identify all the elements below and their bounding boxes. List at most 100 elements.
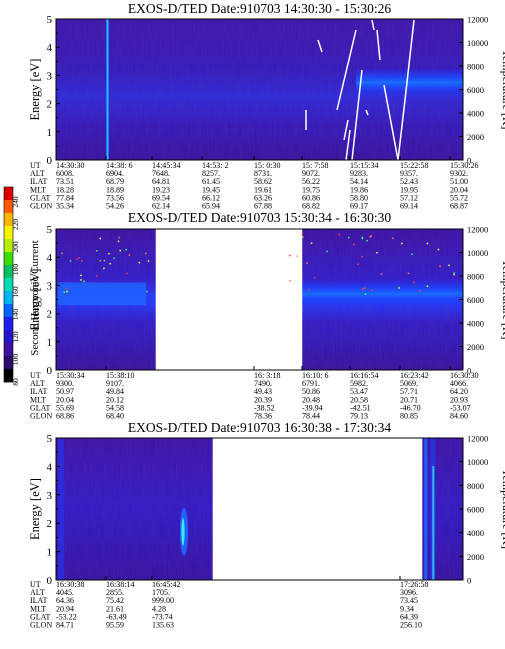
table-cell: 14:30:30 bbox=[56, 161, 84, 170]
y-axis-label: Energy [eV] bbox=[28, 269, 42, 331]
y2-axis-label: Temperature [K] bbox=[500, 469, 505, 549]
sparse-point bbox=[352, 243, 355, 246]
data-gap bbox=[155, 229, 303, 371]
colorbar-swatch bbox=[4, 317, 13, 331]
table-cell: 58.80 bbox=[350, 193, 368, 202]
table-cell: 57.71 bbox=[400, 387, 418, 396]
table-cell: -46.70 bbox=[400, 403, 421, 412]
y2-tick-label: 0 bbox=[467, 366, 471, 376]
sparse-point bbox=[80, 279, 82, 281]
sparse-point bbox=[426, 242, 429, 245]
table-cell: 16:30:30 bbox=[450, 371, 478, 380]
table-cell: 35.34 bbox=[56, 202, 74, 211]
sparse-point bbox=[370, 235, 373, 237]
y-tick-label: 0 bbox=[47, 575, 53, 587]
y-tick-label: 3 bbox=[47, 490, 53, 502]
table-cell: 9302. bbox=[450, 169, 468, 178]
sparse-point bbox=[109, 262, 111, 265]
sparse-point bbox=[439, 265, 441, 268]
colorbar-swatch bbox=[4, 356, 13, 370]
row-label: GLAT bbox=[30, 403, 51, 412]
table-cell: 73.51 bbox=[56, 177, 74, 186]
sparse-point bbox=[407, 272, 410, 275]
table-cell: 56.22 bbox=[302, 177, 320, 186]
sparse-point bbox=[80, 274, 82, 277]
table-cell: 15:15:34 bbox=[350, 161, 378, 170]
burst-core bbox=[181, 517, 185, 546]
row-label: GLON bbox=[30, 202, 52, 211]
table-cell: 15:38:10 bbox=[106, 371, 134, 380]
spectrogram-panel-1: EXOS-D/TED Date:910703 14:30:30 - 15:30:… bbox=[28, 1, 505, 211]
table-cell: 5069. bbox=[400, 379, 418, 388]
y-tick-label: 1 bbox=[47, 127, 53, 139]
sparse-point bbox=[338, 233, 341, 236]
table-cell: 20.94 bbox=[56, 604, 74, 613]
y-tick-label: 0 bbox=[47, 155, 53, 167]
table-cell: 20.58 bbox=[350, 395, 368, 404]
sparse-point bbox=[99, 259, 102, 262]
row-label: ILAT bbox=[30, 177, 47, 186]
table-cell: 4045. bbox=[56, 588, 74, 597]
table-cell: 68.82 bbox=[302, 202, 320, 211]
y2-tick-label: 12000 bbox=[467, 225, 488, 235]
table-cell: 68.86 bbox=[56, 412, 74, 421]
y2-tick-label: 6000 bbox=[467, 505, 484, 515]
table-cell: 63.26 bbox=[254, 193, 272, 202]
sparse-point bbox=[453, 273, 455, 276]
table-cell: 58.62 bbox=[254, 177, 272, 186]
sparse-point bbox=[146, 290, 148, 293]
table-cell: 50.86 bbox=[302, 387, 320, 396]
y-tick-label: 0 bbox=[47, 365, 53, 377]
table-cell: 18.28 bbox=[56, 185, 74, 194]
table-cell: 16:10: 6 bbox=[302, 371, 328, 380]
table-cell: -53.07 bbox=[450, 403, 471, 412]
temperature-trace bbox=[365, 109, 369, 116]
y-tick-label: 1 bbox=[47, 547, 53, 559]
sparse-point bbox=[61, 252, 63, 255]
panel-title: EXOS-D/TED Date:910703 14:30:30 - 15:30:… bbox=[128, 1, 391, 16]
row-label: ALT bbox=[30, 588, 45, 597]
y-tick-label: 4 bbox=[47, 42, 53, 54]
table-cell: 68.79 bbox=[106, 177, 124, 186]
colorbar-swatch bbox=[4, 200, 13, 214]
energy-band bbox=[356, 66, 463, 98]
table-cell: 19.75 bbox=[302, 185, 320, 194]
table-cell: 55.69 bbox=[56, 403, 74, 412]
sparse-point bbox=[128, 254, 131, 256]
row-label: GLON bbox=[30, 412, 52, 421]
table-cell: 50.97 bbox=[56, 387, 74, 396]
table-cell: 78.36 bbox=[254, 412, 272, 421]
table-cell: 6008. bbox=[56, 169, 74, 178]
y-tick-label: 3 bbox=[47, 70, 53, 82]
colorbar-swatch bbox=[4, 304, 13, 318]
table-cell: 95.59 bbox=[106, 621, 124, 630]
table-cell: 135.63 bbox=[152, 621, 174, 630]
table-cell: 18.89 bbox=[106, 185, 124, 194]
sparse-point bbox=[95, 250, 98, 252]
y-axis-label: Energy [eV] bbox=[28, 59, 42, 121]
temperature-trace bbox=[317, 39, 323, 53]
y2-tick-label: 10000 bbox=[467, 248, 488, 258]
colorbar-tick-label: 180 bbox=[11, 264, 20, 276]
sparse-point bbox=[348, 236, 350, 239]
table-cell: 16:16:54 bbox=[350, 371, 378, 380]
table-cell: 16: 3:18 bbox=[254, 371, 280, 380]
temperature-trace bbox=[343, 119, 349, 141]
table-cell: 57.12 bbox=[400, 193, 418, 202]
table-cell: 49.43 bbox=[254, 387, 272, 396]
sparse-point bbox=[301, 233, 304, 235]
table-cell: 16:23:42 bbox=[400, 371, 428, 380]
sparse-point bbox=[371, 289, 373, 292]
sparse-point bbox=[308, 289, 310, 291]
table-cell: 51.00 bbox=[450, 177, 468, 186]
table-cell: 73.56 bbox=[106, 193, 124, 202]
table-cell: 8731. bbox=[254, 169, 272, 178]
row-label: ILAT bbox=[30, 387, 47, 396]
sparse-point bbox=[113, 257, 115, 259]
temperature-trace bbox=[336, 29, 357, 111]
y2-tick-label: 8000 bbox=[467, 62, 484, 72]
sparse-point bbox=[118, 236, 120, 239]
table-cell: 3096. bbox=[400, 588, 418, 597]
temperature-trace bbox=[371, 19, 375, 31]
